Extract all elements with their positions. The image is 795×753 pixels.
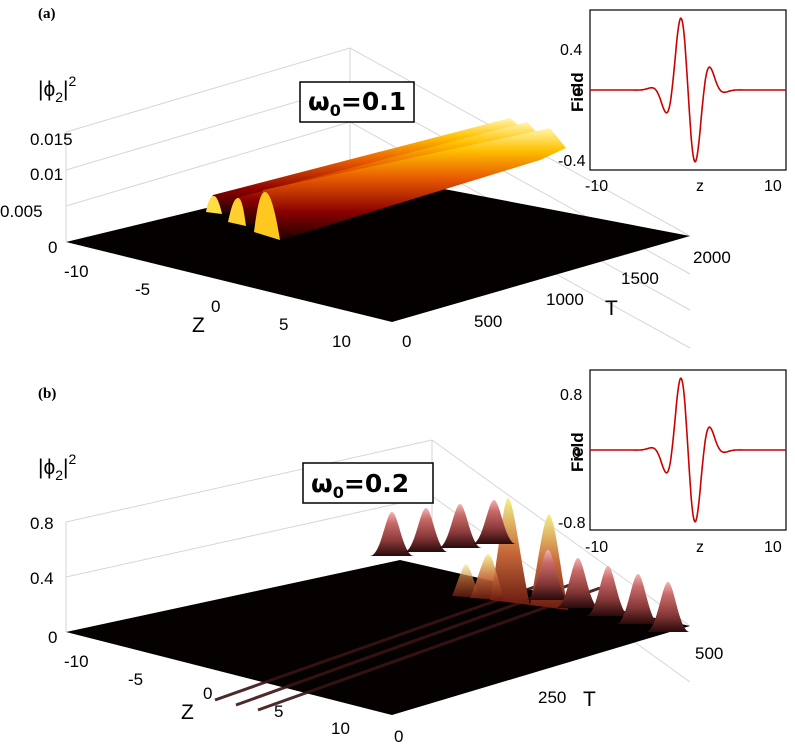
inset-a: 0.4 0 -0.4 -10 10 z Field xyxy=(558,9,787,195)
panel-b: (b) 0.8 0.4 0 -10 -5 0 xyxy=(30,369,787,746)
ztick-0.015: 0.015 xyxy=(30,130,73,149)
annotation: ω0=0.1 xyxy=(308,87,406,120)
annotation: ω0=0.2 xyxy=(311,469,409,502)
xtick-10: 10 xyxy=(332,332,351,351)
ztick-0.8: 0.8 xyxy=(30,514,54,533)
ztick-0: 0 xyxy=(48,238,57,257)
xtick-5: 5 xyxy=(279,315,288,334)
ridge-bump xyxy=(438,504,482,548)
ridge-3 xyxy=(254,128,566,240)
inset-xtick--10: -10 xyxy=(585,539,608,556)
inset-b: 0.8 0 -0.8 -10 10 z Field xyxy=(558,369,787,556)
inset-xlabel: z xyxy=(696,539,704,556)
xtick-10: 10 xyxy=(331,719,350,738)
zlabel: |ϕ2|2 xyxy=(38,73,76,105)
ytick-1500: 1500 xyxy=(621,269,659,288)
ytick-250: 250 xyxy=(538,688,566,707)
ridge-bump xyxy=(472,500,516,544)
panel-label: (b) xyxy=(38,386,56,402)
inset-ytick-0: 0 xyxy=(572,83,581,100)
inset-xtick--10: -10 xyxy=(585,178,608,195)
xtick--5: -5 xyxy=(135,280,150,299)
annotation-box xyxy=(302,462,434,504)
ridge-bump xyxy=(586,566,630,616)
ridge-bump xyxy=(404,508,448,552)
ytick-500: 500 xyxy=(474,312,502,331)
inset-field-curve xyxy=(590,17,786,163)
zlabel: |ϕ2|2 xyxy=(38,451,76,483)
ztick-0: 0 xyxy=(48,628,57,647)
inset-ylabel: Field xyxy=(568,432,587,472)
surface-floor xyxy=(66,560,690,715)
xlabel: Z xyxy=(192,314,205,337)
ztick-0.4: 0.4 xyxy=(30,569,54,588)
xlabel: Z xyxy=(181,701,194,724)
inset-field-curve xyxy=(590,377,786,523)
ztick-0.01: 0.01 xyxy=(30,165,63,184)
inset-ytick-0: 0 xyxy=(572,445,581,462)
ridge-bump xyxy=(646,582,690,632)
ylabel: T xyxy=(583,688,596,711)
ytick-500: 500 xyxy=(695,644,723,663)
ridge-bump xyxy=(526,550,570,600)
ytick-0: 0 xyxy=(402,332,411,351)
xtick--5: -5 xyxy=(128,670,143,689)
ridge-bumps-front xyxy=(526,550,690,632)
inset-ytick--0.8: -0.8 xyxy=(558,515,586,532)
inset-ytick-0.8: 0.8 xyxy=(560,387,582,404)
ztick-0.005: 0.005 xyxy=(0,202,43,221)
inset-xlabel: z xyxy=(696,178,704,195)
annotation-box xyxy=(299,81,415,123)
xtick--10: -10 xyxy=(64,652,89,671)
ridge-bump xyxy=(370,512,414,556)
inset-xtick-10: 10 xyxy=(764,178,782,195)
ylabel: T xyxy=(605,297,618,320)
panel-a: (a) xyxy=(0,6,787,351)
inset-xtick-10: 10 xyxy=(764,539,782,556)
ridges-a xyxy=(206,118,566,240)
panel-label: (a) xyxy=(38,6,56,22)
inset-ytick--0.4: -0.4 xyxy=(558,153,586,170)
xtick-0: 0 xyxy=(203,684,212,703)
xtick--10: -10 xyxy=(64,262,89,281)
ridge-bump xyxy=(616,574,660,624)
ytick-1000: 1000 xyxy=(546,290,584,309)
inset-ytick-0.4: 0.4 xyxy=(560,42,582,59)
ridge-bump xyxy=(556,558,600,608)
xtick-5: 5 xyxy=(274,702,283,721)
ytick-2000: 2000 xyxy=(693,248,731,267)
inset-ylabel: Field xyxy=(568,72,587,112)
xtick-0: 0 xyxy=(211,297,220,316)
ytick-0: 0 xyxy=(394,727,403,746)
ridge-bumps-back xyxy=(370,500,516,556)
